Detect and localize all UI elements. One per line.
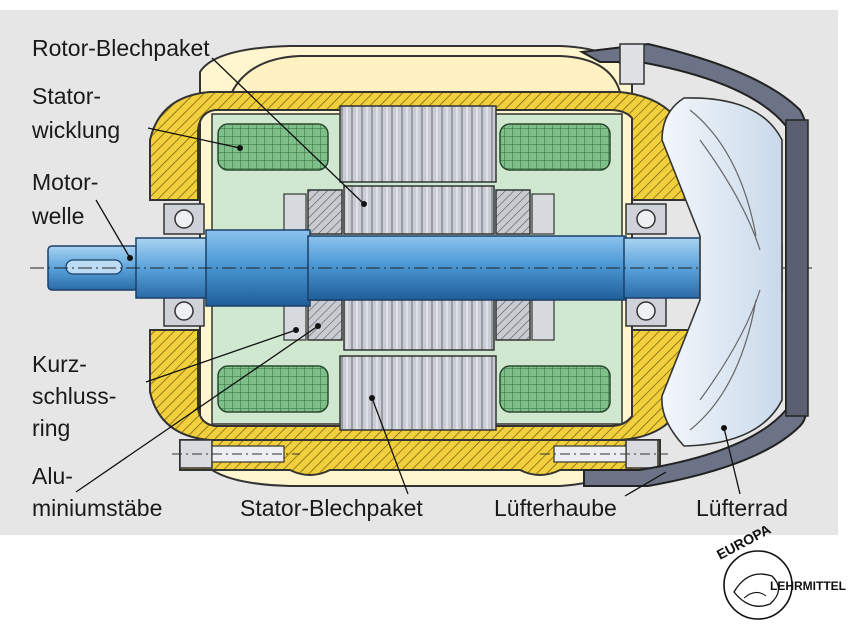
label-motorwelle-line2: welle (31, 203, 84, 229)
label-aluminiumstaebe-line1: Alu- (32, 463, 73, 489)
bearing-left (163, 203, 205, 327)
label-kurzschlussring-line1: Kurz- (32, 351, 87, 377)
label-luefterhaube: Lüfterhaube (494, 495, 617, 521)
label-statorwicklung-line2: wicklung (31, 117, 120, 143)
bearing-right (625, 203, 667, 327)
fan-wheel (661, 97, 783, 447)
label-rotor-blechpaket: Rotor-Blechpaket (32, 35, 210, 61)
motor-shaft (30, 229, 815, 307)
label-motorwelle-line1: Motor- (32, 169, 98, 195)
logo-lehrmittel-text: LEHRMITTEL (770, 579, 846, 593)
stator-lamination-stack (339, 105, 497, 431)
label-kurzschlussring: Kurz- schluss- ring (32, 351, 123, 441)
short-circuit-ring (283, 189, 555, 341)
label-kurzschlussring-line3: ring (32, 415, 70, 441)
label-motorwelle: Motor- welle (31, 169, 105, 229)
label-luefterrad: Lüfterrad (696, 495, 788, 521)
europa-lehrmittel-logo: EUROPA LEHRMITTEL (714, 521, 846, 620)
leader-lines (75, 57, 741, 497)
leader-dots (127, 145, 727, 431)
label-stator-blechpaket: Stator-Blechpaket (240, 495, 423, 521)
label-statorwicklung: Stator- wicklung (31, 83, 120, 143)
rotor-lamination-stack (343, 185, 495, 351)
label-aluminiumstaebe: Alu- miniumstäbe (32, 463, 162, 521)
housing-bolt-right (540, 439, 668, 469)
fan-cover (578, 42, 809, 487)
housing-bolt-left (172, 439, 300, 469)
label-statorwicklung-line1: Stator- (32, 83, 101, 109)
label-aluminiumstaebe-line2: miniumstäbe (32, 495, 162, 521)
label-kurzschlussring-line2: schluss- (32, 383, 116, 409)
